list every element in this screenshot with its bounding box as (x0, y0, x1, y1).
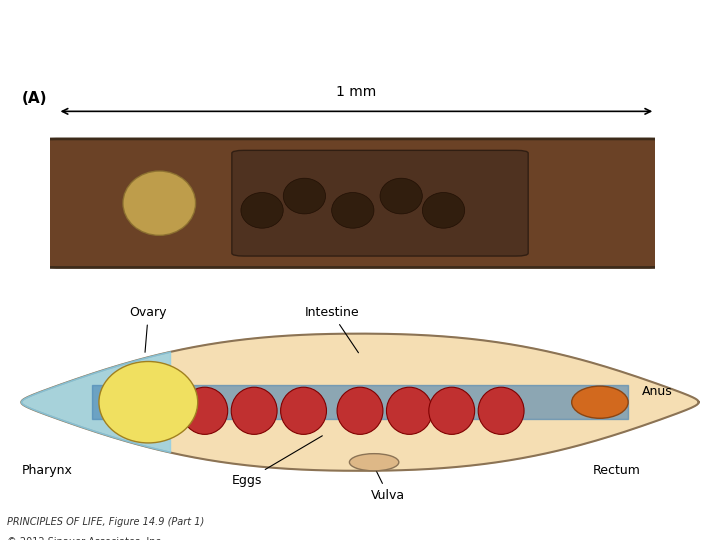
Text: Figure 14.9  Induction during Vulval Development in: Figure 14.9 Induction during Vulval Deve… (9, 8, 374, 22)
Text: Anus: Anus (642, 385, 673, 398)
Polygon shape (22, 352, 171, 453)
Text: Eggs: Eggs (232, 436, 323, 487)
Text: © 2012 Sinauer Associates, Inc.: © 2012 Sinauer Associates, Inc. (7, 537, 164, 540)
Ellipse shape (387, 387, 432, 434)
Polygon shape (22, 334, 698, 471)
Ellipse shape (380, 178, 423, 214)
Ellipse shape (478, 387, 524, 434)
FancyBboxPatch shape (26, 139, 680, 267)
Text: Vulva: Vulva (372, 469, 405, 502)
Ellipse shape (429, 387, 474, 434)
Ellipse shape (337, 387, 383, 434)
Ellipse shape (281, 387, 326, 434)
Text: (A): (A) (22, 91, 47, 106)
Ellipse shape (423, 192, 464, 228)
Ellipse shape (572, 386, 628, 418)
Ellipse shape (283, 178, 325, 214)
Text: Rectum: Rectum (593, 464, 641, 477)
Ellipse shape (99, 361, 198, 443)
Ellipse shape (241, 192, 283, 228)
Text: 1 mm: 1 mm (336, 85, 377, 99)
Ellipse shape (182, 387, 228, 434)
Text: Ovary: Ovary (130, 307, 167, 352)
Text: Pharynx: Pharynx (22, 464, 72, 477)
Ellipse shape (349, 454, 399, 471)
Text: Intestine: Intestine (305, 307, 359, 353)
FancyBboxPatch shape (232, 150, 528, 256)
Ellipse shape (123, 171, 196, 235)
Text: Caenorhabditis elegans: Caenorhabditis elegans (226, 8, 390, 22)
Text: (Part 1): (Part 1) (318, 8, 374, 22)
Text: PRINCIPLES OF LIFE, Figure 14.9 (Part 1): PRINCIPLES OF LIFE, Figure 14.9 (Part 1) (7, 517, 204, 528)
Ellipse shape (231, 387, 277, 434)
Ellipse shape (332, 192, 374, 228)
